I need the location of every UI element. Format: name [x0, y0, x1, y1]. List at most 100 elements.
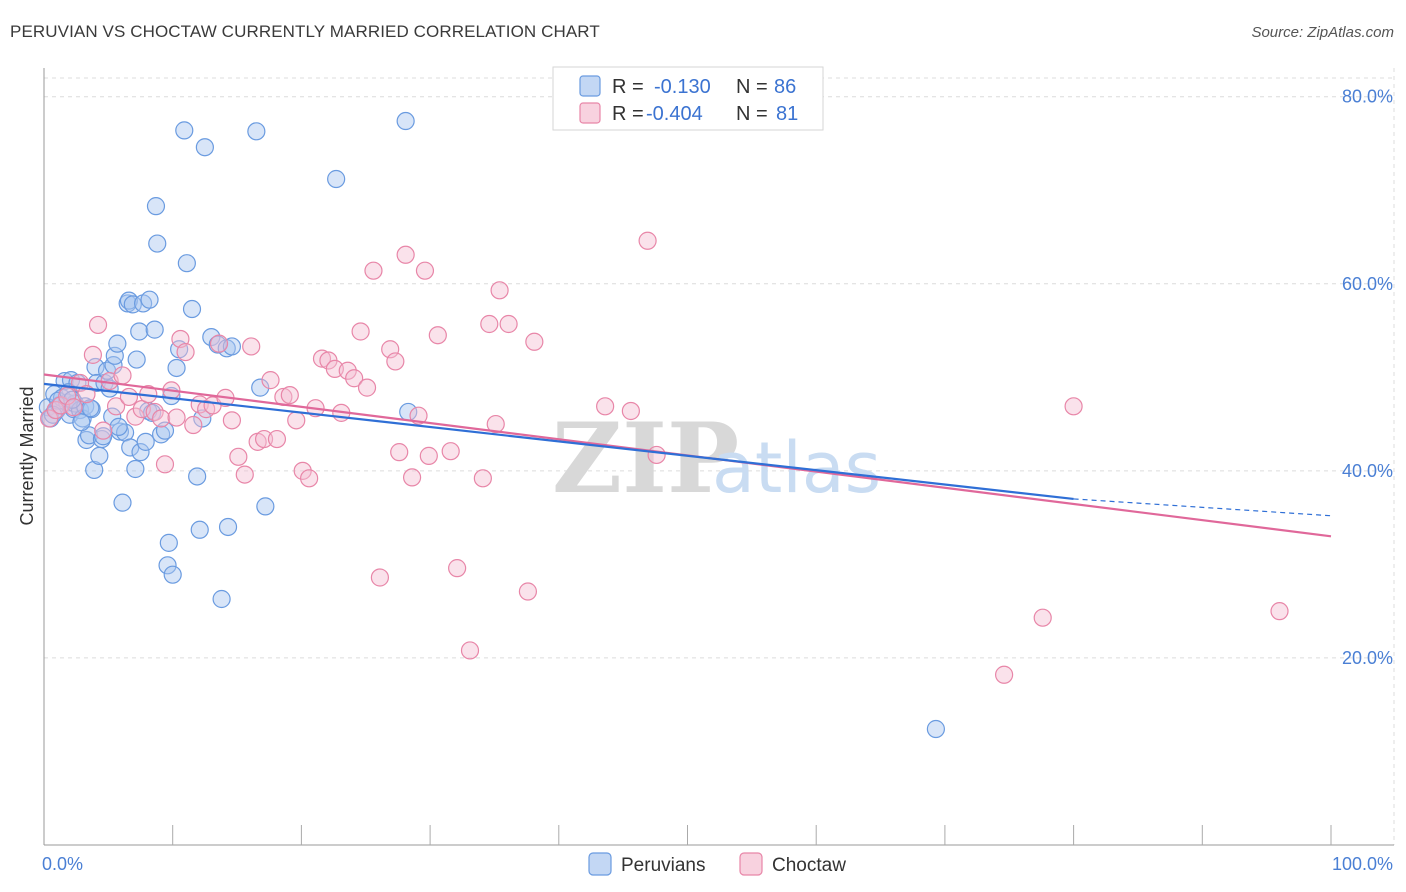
point-choctaw — [460, 641, 480, 660]
point-choctaw — [287, 411, 306, 430]
point-peruvian — [188, 467, 207, 486]
y-tick-label: 80.0% — [1342, 87, 1393, 107]
watermark: ZIP atlas — [552, 402, 881, 515]
point-choctaw — [209, 334, 229, 353]
point-peruvian — [148, 234, 167, 253]
point-choctaw — [428, 326, 447, 345]
point-choctaw — [242, 337, 261, 356]
point-choctaw — [448, 559, 467, 578]
point-peruvian — [218, 517, 238, 537]
point-peruvian — [175, 121, 194, 140]
point-peruvian — [190, 520, 209, 539]
point-peruvian — [131, 443, 150, 462]
point-peruvian — [109, 417, 128, 436]
point-peruvian — [158, 556, 177, 575]
point-peruvian — [396, 111, 415, 131]
point-choctaw — [106, 397, 126, 416]
point-peruvian — [327, 169, 346, 189]
point-choctaw — [235, 465, 254, 484]
point-choctaw — [396, 245, 415, 264]
x-tick-label-right: 100.0% — [1332, 854, 1393, 874]
legend-swatch-choctaw — [579, 102, 601, 124]
point-choctaw — [261, 371, 280, 390]
point-choctaw — [145, 402, 164, 422]
point-peruvian — [113, 493, 132, 512]
point-peruvian — [146, 197, 166, 216]
point-choctaw — [1033, 608, 1052, 627]
point-choctaw — [419, 446, 438, 465]
legend-r-label-choctaw: R = — [612, 103, 644, 125]
point-choctaw — [1270, 602, 1289, 621]
point-choctaw — [1064, 397, 1083, 416]
point-choctaw — [364, 261, 383, 280]
bottom-legend-label-peruvians: Peruvians — [621, 855, 706, 876]
series-choctaw-points — [40, 231, 1289, 684]
point-peruvian — [247, 122, 266, 141]
point-choctaw — [312, 349, 332, 368]
point-choctaw — [88, 315, 108, 335]
point-peruvian — [926, 719, 945, 739]
trend-line-peruvians-extension — [1073, 498, 1332, 517]
point-peruvian — [108, 334, 127, 353]
point-choctaw — [176, 342, 195, 362]
point-peruvian — [145, 320, 164, 339]
point-choctaw — [490, 281, 509, 300]
point-choctaw — [222, 411, 242, 430]
tick-labels: 20.0% 40.0% 60.0% 80.0% 0.0% 100.0% — [42, 87, 1393, 874]
point-choctaw — [402, 468, 422, 487]
point-peruvian — [159, 533, 178, 552]
point-peruvian — [208, 335, 227, 354]
point-peruvian — [72, 413, 91, 432]
point-choctaw — [254, 429, 274, 449]
axes — [43, 68, 1394, 846]
point-peruvian — [126, 459, 145, 479]
point-peruvian — [94, 427, 113, 446]
point-peruvian — [177, 254, 196, 273]
point-choctaw — [525, 332, 544, 351]
point-choctaw — [390, 443, 409, 462]
point-choctaw — [113, 366, 132, 385]
point-choctaw — [293, 461, 312, 480]
point-choctaw — [647, 445, 666, 465]
point-choctaw — [386, 352, 405, 371]
point-choctaw — [351, 322, 370, 341]
point-choctaw — [441, 442, 460, 461]
legend-n-label-choctaw: N = — [736, 103, 768, 125]
series-legend: Peruvians Choctaw — [588, 852, 846, 876]
trend-line-peruvians — [43, 382, 1074, 501]
point-choctaw — [229, 447, 248, 466]
bottom-legend-swatch-peruvians — [588, 852, 612, 876]
point-choctaw — [486, 414, 505, 434]
point-peruvian — [195, 138, 214, 157]
point-choctaw — [621, 401, 640, 421]
point-choctaw — [280, 385, 299, 405]
point-choctaw — [64, 398, 83, 417]
point-peruvian — [193, 409, 212, 428]
correlation-legend: R = -0.130 N = 86 R = -0.404 N = 81 — [552, 66, 824, 131]
point-choctaw — [370, 568, 390, 587]
point-peruvian — [251, 378, 270, 397]
point-choctaw — [596, 397, 615, 416]
trend-lines — [43, 373, 1332, 538]
point-peruvian — [103, 407, 122, 426]
bottom-legend-label-choctaw: Choctaw — [772, 855, 846, 876]
point-choctaw — [119, 387, 139, 407]
point-choctaw — [300, 469, 319, 488]
point-choctaw — [415, 261, 435, 280]
x-tick-label-left: 0.0% — [42, 854, 83, 874]
point-choctaw — [480, 314, 499, 334]
legend-n-value-choctaw: 81 — [776, 103, 798, 125]
point-choctaw — [338, 361, 357, 380]
point-choctaw — [499, 314, 518, 334]
source-label: Source: ZipAtlas.com — [1251, 24, 1394, 41]
point-choctaw — [638, 231, 657, 250]
point-peruvian — [182, 299, 202, 319]
y-axis-label: Currently Married — [17, 386, 37, 525]
legend-n-label-peruvians: N = — [736, 76, 768, 98]
bottom-legend-swatch-choctaw — [739, 852, 763, 876]
point-peruvian — [163, 565, 182, 584]
point-choctaw — [184, 415, 203, 435]
point-choctaw — [94, 421, 113, 440]
y-tick-label: 20.0% — [1342, 648, 1393, 668]
